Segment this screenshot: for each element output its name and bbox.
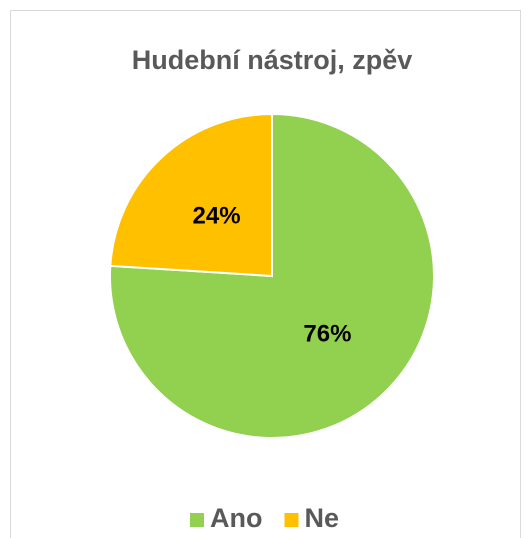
legend-label: Ano — [210, 503, 262, 533]
legend-label: Ne — [304, 503, 339, 533]
data-label: 24% — [193, 202, 241, 229]
legend-swatch — [284, 513, 299, 527]
pie-slice — [109, 112, 273, 278]
data-label: 76% — [303, 320, 351, 347]
legend-swatch — [190, 513, 204, 527]
chart-title: Hudební nástroj, zpěv — [132, 45, 413, 75]
